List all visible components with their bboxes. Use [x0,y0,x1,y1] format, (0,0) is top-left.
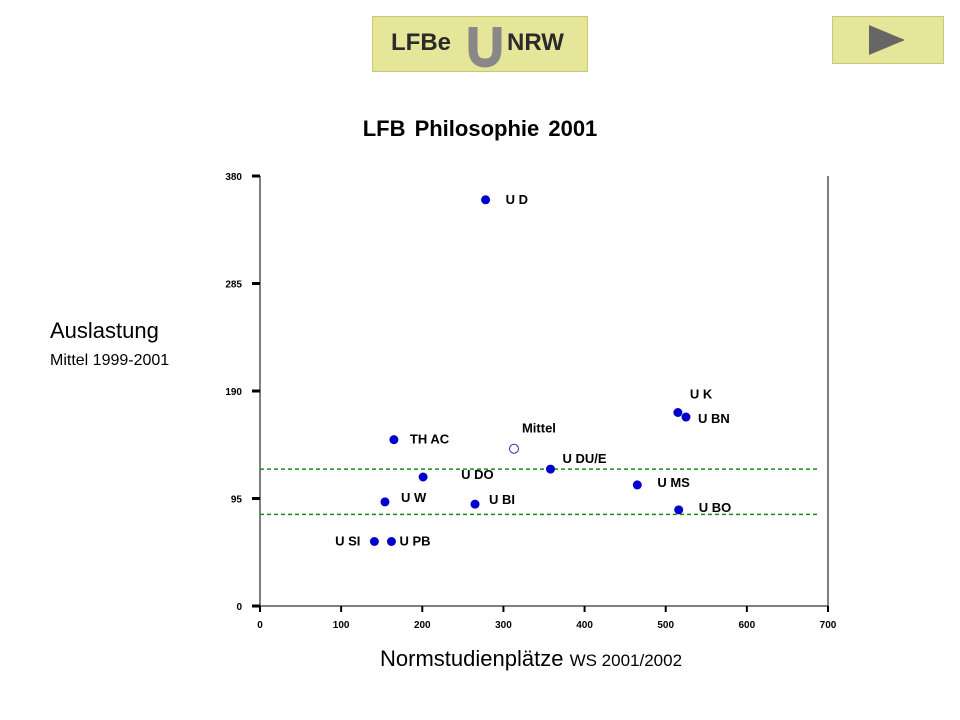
logo-box[interactable]: LFBe NRW [372,16,588,72]
mean-marker [508,443,519,454]
point-label: U BN [698,411,730,426]
x-tick-label: 200 [414,620,431,631]
logo-text-right: NRW [507,29,564,56]
point-label: U D [506,192,528,207]
point-label: U DO [461,467,494,482]
data-point [386,537,396,546]
data-point [389,435,399,445]
chart-title: LFB Philosophie 2001 [362,116,598,141]
data-point [369,537,379,546]
u-magnet-icon [468,27,502,68]
data-point [673,408,683,417]
point-label: U DU/E [562,451,606,466]
y-tick-label: 380 [225,172,242,183]
y-tick-label: 190 [225,387,242,398]
y-axis-label: Auslastung [50,318,159,343]
y-axis-sublabel: Mittel 1999-2001 [50,352,170,369]
point-label: U BI [489,492,515,507]
x-axis-label: Normstudienplätze [380,646,564,671]
x-axis-label-group: Normstudienplätze WS 2001/2002 [380,646,682,672]
data-point [481,195,491,205]
data-point [470,499,480,509]
x-tick-label: 400 [576,620,593,631]
x-tick-label: 700 [820,620,837,631]
data-point [545,464,555,474]
point-label: U SI [335,534,360,549]
y-tick-label: 0 [236,602,242,613]
point-label: TH AC [410,432,450,447]
data-point [418,472,428,482]
y-tick-label: 95 [231,495,243,506]
point-label: U MS [657,475,690,490]
logo-text-left: LFBe [391,29,451,56]
point-label: Mittel [522,421,556,436]
x-axis-sublabel: WS 2001/2002 [569,651,683,670]
x-tick-label: 500 [657,620,674,631]
next-button[interactable] [832,16,944,64]
x-tick-label: 600 [739,620,756,631]
point-label: U BO [699,500,732,515]
data-point [380,497,390,507]
data-point [681,412,691,422]
x-tick-label: 100 [333,620,350,631]
point-label: U PB [399,534,430,549]
data-point [632,480,642,490]
x-tick-label: 0 [257,620,263,631]
point-label: U W [401,490,427,505]
x-tick-label: 300 [495,620,512,631]
y-tick-label: 285 [225,280,242,291]
data-point [674,505,684,515]
point-label: U K [690,387,713,402]
play-arrow-icon [869,25,905,55]
